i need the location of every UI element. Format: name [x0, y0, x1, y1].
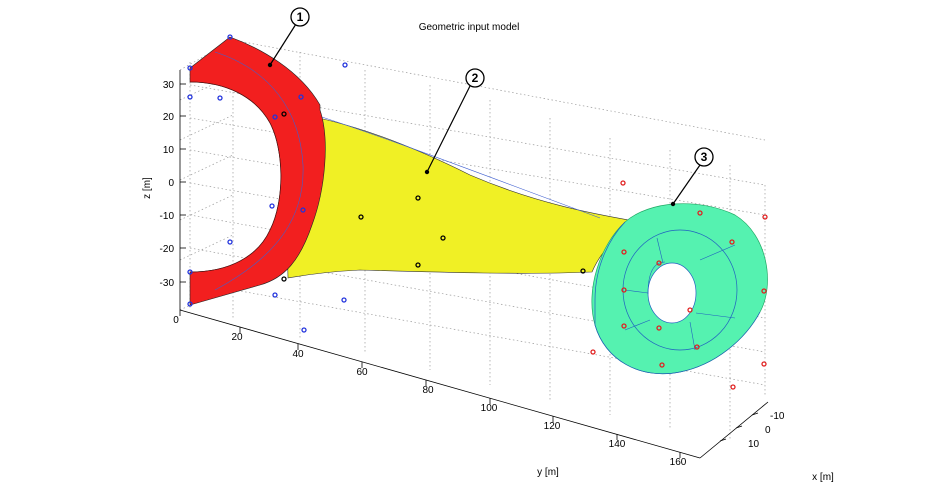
part-3-ring: [591, 203, 768, 375]
z-axis-label: z [m]: [142, 177, 153, 199]
shank-isoline: [299, 109, 601, 219]
z-tick-labels: 30 20 10 0 -10 -20 -30: [160, 80, 175, 289]
y-tick: 140: [609, 439, 626, 450]
figure-title: Geometric input model: [419, 22, 520, 33]
x-tick: -10: [770, 411, 785, 422]
x-tick: 0: [765, 425, 771, 436]
end-inner-face: [189, 81, 282, 273]
z-tick: 30: [163, 80, 175, 91]
x-axis-label: x [m]: [812, 472, 834, 483]
y-tick: 20: [231, 332, 243, 343]
callout-number: 3: [701, 150, 708, 164]
callout-number: 1: [297, 10, 304, 24]
y-tick: 60: [356, 367, 368, 378]
callout-2: 2: [424, 68, 485, 175]
control-points-black: [281, 111, 586, 282]
z-tick: 20: [163, 112, 175, 123]
y-tick-labels: 0 20 40 60 80 100 120 140 160: [173, 315, 687, 468]
y-tick: 120: [544, 421, 561, 432]
callout-number: 2: [472, 71, 479, 85]
part-2-shank: [283, 111, 641, 279]
callout-1: 1: [267, 7, 310, 68]
end-isoline: [214, 51, 304, 291]
z-tick: -30: [160, 278, 175, 289]
y-tick: 40: [292, 349, 304, 360]
x-tick-labels: -10 0 10: [748, 411, 785, 450]
y-tick: 0: [173, 315, 179, 326]
z-tick: 10: [163, 145, 175, 156]
callout-3: 3: [670, 147, 714, 207]
x-tick: 10: [748, 439, 760, 450]
y-tick: 160: [670, 457, 687, 468]
y-tick: 80: [422, 385, 434, 396]
control-points-blue: [187, 34, 348, 333]
y-axis-label: y [m]: [537, 467, 559, 478]
y-tick: 100: [481, 403, 498, 414]
control-points-red: [590, 180, 768, 390]
axes: [179, 70, 769, 459]
z-tick: -10: [160, 211, 175, 222]
z-tick: -20: [160, 244, 175, 255]
z-tick: 0: [168, 178, 174, 189]
